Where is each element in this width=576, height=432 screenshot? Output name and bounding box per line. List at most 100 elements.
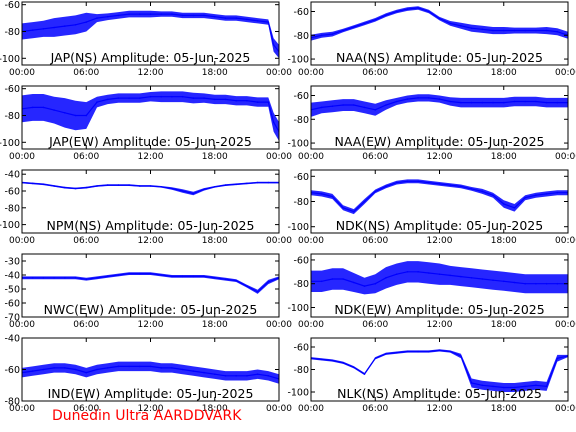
- data-point: [267, 281, 270, 283]
- series-line: [22, 96, 279, 132]
- data-point: [256, 181, 259, 184]
- data-point: [74, 277, 77, 279]
- data-point: [203, 371, 205, 374]
- data-point: [385, 185, 387, 188]
- y-tick-label: -60: [293, 255, 309, 266]
- data-point: [374, 282, 377, 285]
- data-point: [31, 370, 34, 372]
- data-point: [53, 26, 55, 29]
- x-tick-label: 00:00: [9, 236, 35, 246]
- x-tick-label: 00:00: [9, 404, 35, 414]
- data-point: [224, 375, 227, 377]
- data-point: [117, 274, 120, 276]
- data-point: [160, 274, 162, 276]
- x-tick-label: 12:00: [427, 152, 453, 162]
- data-point: [31, 106, 34, 109]
- data-point: [224, 17, 227, 19]
- data-point: [106, 15, 109, 18]
- data-point: [524, 100, 526, 103]
- data-point: [524, 196, 526, 199]
- data-point: [214, 98, 216, 101]
- data-point: [535, 384, 537, 387]
- data-point: [42, 368, 45, 371]
- data-point: [374, 357, 377, 360]
- panel-title: NPM(NS) Amplitude: 05-Jun-2025: [47, 218, 255, 233]
- x-tick-label: 00:00: [266, 68, 292, 78]
- y-tick-label: -60: [4, 187, 20, 198]
- data-point: [481, 101, 484, 104]
- data-point: [246, 375, 248, 377]
- data-point: [53, 277, 55, 279]
- data-point: [545, 29, 548, 32]
- data-point: [192, 370, 195, 372]
- data-point: [395, 273, 398, 276]
- data-point: [149, 13, 152, 15]
- data-point: [181, 368, 184, 371]
- data-point: [342, 29, 344, 32]
- y-tick-label: -80: [4, 203, 20, 214]
- series-group: [311, 261, 568, 295]
- data-point: [160, 186, 162, 188]
- x-tick-label: 12:00: [427, 68, 453, 78]
- chart-panel: -100 -80 -60 00:00 06:00 12:00 18:00 00:00 NAA(N…: [287, 1, 576, 78]
- data-point: [203, 97, 205, 99]
- x-tick-label: 00:00: [555, 152, 576, 162]
- data-point: [117, 365, 120, 368]
- data-point: [481, 384, 484, 387]
- data-point: [214, 15, 216, 18]
- data-point: [556, 282, 559, 285]
- data-point: [320, 358, 323, 361]
- data-point: [96, 101, 98, 103]
- data-point: [320, 106, 323, 109]
- chart-panel: -80 -60 -40 00:00 06:00 12:00 18:00 00:00 IND(EW…: [4, 334, 292, 415]
- y-tick-label: -80: [293, 365, 309, 376]
- data-point: [224, 184, 227, 186]
- x-tick-label: 18:00: [491, 404, 517, 414]
- data-point: [374, 19, 377, 21]
- x-tick-label: 06:00: [362, 68, 388, 78]
- data-point: [192, 14, 195, 17]
- panel-title: NAA(EW) Amplitude: 05-Jun-2025: [335, 134, 545, 149]
- data-point: [256, 101, 259, 103]
- y-tick-label: -100: [287, 139, 309, 150]
- data-point: [535, 282, 537, 285]
- data-point: [545, 385, 548, 388]
- data-point: [385, 104, 387, 106]
- series-group: [22, 361, 279, 384]
- x-tick-label: 12:00: [138, 404, 164, 414]
- data-point: [331, 278, 334, 280]
- data-point: [428, 97, 430, 99]
- y-tick-label: -60: [293, 343, 309, 354]
- x-tick-label: 12:00: [427, 236, 453, 246]
- data-point: [246, 285, 248, 288]
- data-point: [438, 17, 441, 20]
- data-point: [85, 114, 88, 117]
- data-point: [117, 184, 120, 186]
- data-point: [353, 281, 355, 284]
- data-point: [406, 350, 409, 353]
- data-point: [395, 181, 398, 184]
- data-point: [535, 194, 537, 196]
- data-point: [128, 97, 130, 99]
- data-point: [449, 274, 452, 277]
- data-point: [160, 13, 162, 15]
- data-point: [353, 104, 355, 106]
- data-point: [42, 28, 45, 30]
- data-point: [417, 350, 419, 353]
- x-tick-label: 18:00: [202, 68, 228, 78]
- data-point: [395, 100, 398, 103]
- data-point: [117, 14, 120, 17]
- data-point: [342, 207, 344, 209]
- data-point: [139, 185, 141, 187]
- x-tick-label: 18:00: [491, 68, 517, 78]
- data-point: [449, 100, 452, 103]
- x-tick-label: 06:00: [362, 152, 388, 162]
- data-point: [139, 272, 141, 275]
- data-point: [481, 278, 484, 280]
- data-point: [492, 385, 494, 388]
- series-group: [311, 94, 568, 117]
- x-tick-label: 18:00: [491, 236, 517, 246]
- data-point: [267, 375, 270, 377]
- data-point: [53, 185, 55, 187]
